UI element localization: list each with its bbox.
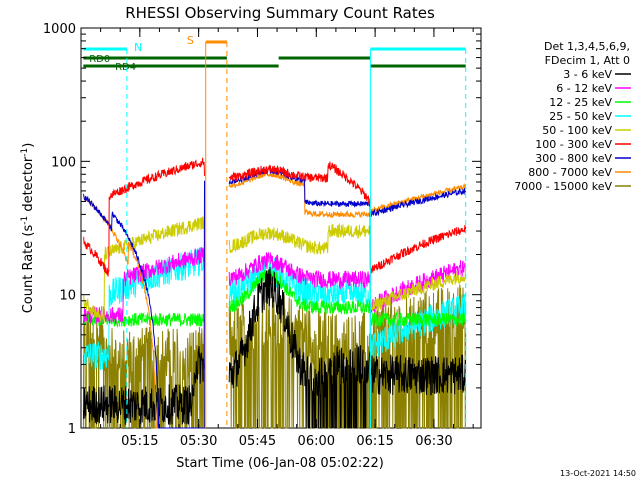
series-line-0 [369, 354, 467, 396]
legend-label: 7000 - 15000 keV [514, 180, 612, 193]
chart-title: RHESSI Observing Summary Count Rates [125, 4, 435, 22]
series-line-0 [228, 267, 371, 429]
x-tick-label: 06:15 [356, 434, 393, 449]
series-line-6 [82, 180, 205, 429]
legend-label: 6 - 12 keV [556, 82, 612, 95]
series-line-6 [370, 187, 467, 217]
rd0-label: RD0 [89, 54, 110, 65]
y-axis-label-sup: -1 [20, 216, 30, 225]
y-tick-label: 10 [59, 289, 76, 304]
legend-label: 100 - 300 keV [535, 138, 612, 151]
series-line-4 [369, 269, 467, 311]
series-line-4 [228, 222, 371, 307]
legend-label: 12 - 25 keV [549, 96, 612, 109]
x-axis: 05:15 05:30 05:45 06:00 06:15 06:30 [100, 28, 474, 449]
y-tick-label: 100 [51, 155, 76, 170]
y-axis-label-sup2: -1 [20, 148, 30, 157]
series-line-5 [228, 161, 371, 269]
y-axis-label-main: Count Rate (s [21, 225, 36, 314]
y-axis: 1 10 100 1000 [43, 22, 481, 437]
legend-label: 300 - 800 keV [535, 152, 612, 165]
series-line-3 [369, 294, 467, 359]
series-line-8 [228, 291, 371, 429]
series-line-5 [82, 157, 205, 277]
legend-label: 25 - 50 keV [549, 110, 612, 123]
series-layer [82, 157, 467, 429]
legend-header-2: FDecim 1, Att 0 [545, 54, 630, 67]
y-axis-label: Count Rate (s-1 detector-1) [20, 143, 36, 314]
y-tick-label: 1000 [43, 22, 76, 37]
y-axis-label-tail: detector [21, 156, 36, 216]
legend-label: 800 - 7000 keV [528, 166, 612, 179]
series-line-4 [82, 216, 205, 324]
night-label: N [134, 41, 142, 54]
series-line-2 [228, 269, 371, 315]
legend-label: 50 - 100 keV [542, 124, 612, 137]
x-tick-label: 05:15 [121, 434, 158, 449]
plot-area: N S RD0 RD4 1 10 100 1000 05:15 05:30 05:45 06:00… [43, 22, 482, 449]
x-tick-label: 06:00 [298, 434, 335, 449]
series-line-1 [228, 251, 371, 315]
x-tick-label: 05:45 [239, 434, 276, 449]
x-axis-label: Start Time (06-Jan-08 05:02:22) [176, 456, 384, 471]
legend-label: 3 - 6 keV [563, 68, 612, 81]
saa-label: S [187, 34, 194, 47]
series-line-0 [82, 346, 205, 426]
series-line-5 [369, 224, 467, 276]
rd4-label: RD4 [115, 62, 136, 73]
timestamp: 13-Oct-2021 14:50 [560, 469, 636, 478]
x-tick-label: 05:30 [180, 434, 217, 449]
y-axis-label-close: ) [21, 143, 36, 148]
legend-header-1: Det 1,3,4,5,6,9, [544, 40, 630, 53]
series-line-2 [370, 311, 467, 327]
y-tick-label: 1 [68, 422, 76, 437]
state-bars-layer: N S RD0 RD4 [83, 34, 467, 428]
x-tick-label: 06:30 [415, 434, 452, 449]
legend: Det 1,3,4,5,6,9, FDecim 1, Att 0 3 - 6 k… [514, 40, 631, 193]
